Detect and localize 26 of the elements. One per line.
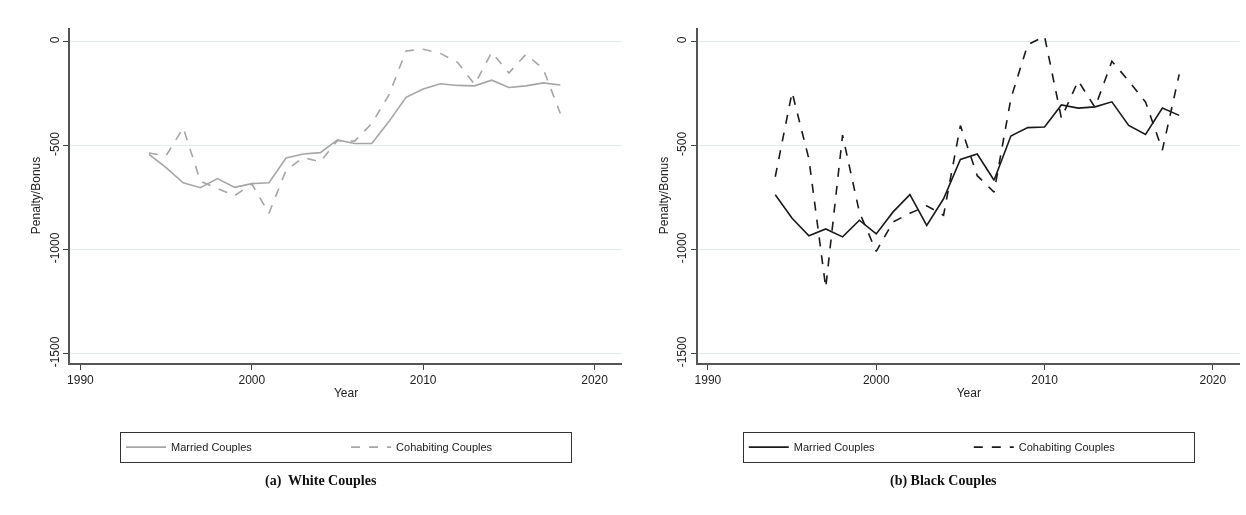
y-tick-label: -500 <box>675 131 690 156</box>
y-axis-title: Penalty/Bonus <box>29 156 44 235</box>
legend-label: Married Couples <box>793 441 876 454</box>
x-tick-label: 1990 <box>67 373 95 388</box>
x-tick-label: 1990 <box>694 373 722 388</box>
y-tick-label: 0 <box>675 36 690 44</box>
x-tick-label: 2020 <box>581 373 609 388</box>
y-tick-label: -500 <box>47 131 62 156</box>
text: (a) White Couples <box>265 473 377 489</box>
x-tick-label: 2000 <box>238 373 266 388</box>
y-tick-label: -1000 <box>47 232 62 264</box>
y-tick-label: -1500 <box>47 336 62 368</box>
y-tick-label: -1000 <box>675 232 690 264</box>
x-axis-title: Year <box>956 385 981 400</box>
x-tick-label: 2020 <box>1199 373 1227 388</box>
y-axis-title: Penalty/Bonus <box>657 156 672 235</box>
x-tick-label: 2010 <box>409 373 437 388</box>
text: (b) Black Couples <box>890 473 998 489</box>
y-tick-label: -1500 <box>675 336 690 368</box>
y-tick-label: 0 <box>47 36 62 44</box>
x-tick-label: 2010 <box>1031 373 1059 388</box>
x-tick-label: 2000 <box>862 373 890 388</box>
legend-label: Married Couples <box>171 441 253 454</box>
x-axis-title: Year <box>333 385 359 400</box>
legend-label: Cohabiting Couples <box>1018 441 1116 454</box>
legend-label: Cohabiting Couples <box>396 441 493 454</box>
